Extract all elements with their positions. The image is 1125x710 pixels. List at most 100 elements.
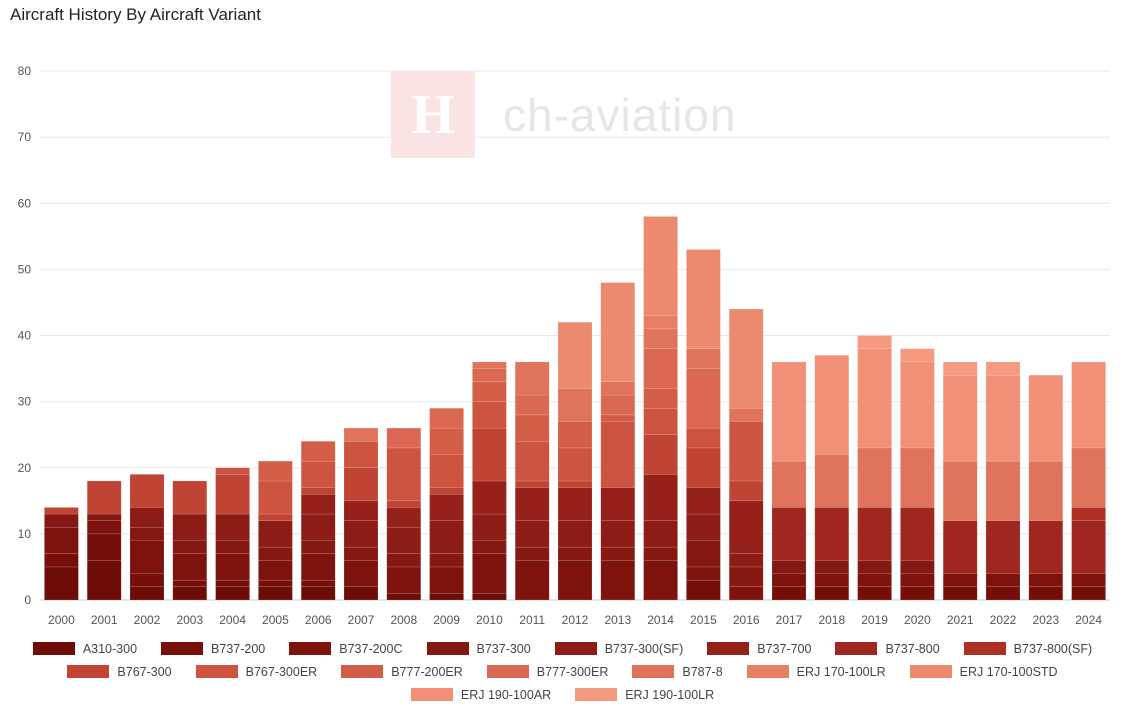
bar-segment[interactable]: B737-300(SF) 2009: 5 bbox=[429, 520, 464, 554]
bar-segment[interactable]: B737-800 2023: 8 bbox=[1028, 520, 1064, 574]
bar-segment[interactable]: ERJ 170-100STD 2015: 15 bbox=[686, 249, 721, 349]
bar-segment[interactable]: B767-300ER 2009: 5 bbox=[429, 454, 464, 488]
bar-segment[interactable]: B737-200 2015: 3 bbox=[686, 579, 721, 601]
bar-segment[interactable]: B777-300ER 2014: 6 bbox=[643, 348, 678, 389]
bar-segment[interactable]: B737-300 2006: 2 bbox=[300, 540, 336, 554]
legend-item[interactable]: ERJ 170-100LR bbox=[746, 663, 886, 680]
bar-segment[interactable]: B737-200C 2006: 4 bbox=[300, 553, 336, 581]
bar-segment[interactable]: ERJ 190-100AR 2021: 13 bbox=[942, 374, 978, 462]
bar-segment[interactable]: B737-200 2003: 1 bbox=[172, 579, 208, 588]
bar-segment[interactable]: B737-200C 2001: 2 bbox=[86, 520, 122, 535]
bar-segment[interactable]: B767-300 2010: 8 bbox=[472, 427, 507, 482]
bar-segment[interactable]: B767-300 2009: 1 bbox=[429, 487, 464, 495]
bar-segment[interactable]: B787-8 2015: 3 bbox=[686, 348, 721, 369]
bar-segment[interactable]: B767-300ER 2012: 5 bbox=[557, 447, 593, 482]
bar-segment[interactable]: ERJ 190-100LR 2019: 2 bbox=[857, 335, 892, 349]
bar-segment[interactable]: B767-300 2011: 1 bbox=[514, 480, 550, 488]
bar-segment[interactable]: A310-300 2003: 2 bbox=[172, 586, 208, 601]
bar-segment[interactable]: B737-200C 2014: 6 bbox=[643, 560, 678, 601]
bar-segment[interactable]: B737-300 2002: 2 bbox=[129, 527, 165, 541]
bar-segment[interactable]: B777-200ER 2011: 4 bbox=[514, 414, 550, 442]
bar-segment[interactable]: ERJ 170-100STD 2014: 15 bbox=[643, 216, 678, 316]
bar-segment[interactable]: B737-700 2016: 8 bbox=[728, 500, 764, 554]
legend-item[interactable]: B767-300ER bbox=[195, 663, 317, 680]
bar-segment[interactable]: B787-8 2016: 2 bbox=[728, 407, 764, 422]
bar-segment[interactable]: B777-200ER 2005: 3 bbox=[258, 460, 293, 482]
bar-segment[interactable]: B737-800 2024: 8 bbox=[1071, 520, 1106, 574]
bar-segment[interactable]: A310-300 2009: 1 bbox=[429, 593, 464, 601]
bar-segment[interactable]: B737-700 2010: 5 bbox=[472, 480, 507, 515]
bar-segment[interactable]: B737-300(SF) 2013: 4 bbox=[600, 520, 636, 548]
bar-segment[interactable]: B737-700 2007: 3 bbox=[343, 500, 379, 521]
bar-segment[interactable]: B737-300(SF) 2016: 2 bbox=[728, 553, 764, 568]
bar-segment[interactable]: B767-300 2014: 6 bbox=[643, 434, 678, 475]
bar-segment[interactable]: B787-8 2023: 9 bbox=[1028, 460, 1064, 521]
bar-segment[interactable]: B737-300(SF) 2005: 4 bbox=[258, 520, 293, 548]
bar-segment[interactable]: B787-8 2017: 7 bbox=[771, 460, 807, 508]
bar-segment[interactable]: B777-300ER 2010: 2 bbox=[472, 368, 507, 383]
legend-item[interactable]: ERJ 190-100LR bbox=[575, 686, 714, 703]
bar-segment[interactable]: B787-8 2011: 5 bbox=[514, 361, 550, 396]
bar-segment[interactable]: B737-200 2017: 2 bbox=[771, 586, 807, 601]
bar-segment[interactable]: B737-700 2009: 4 bbox=[429, 493, 464, 521]
bar-segment[interactable]: B737-200C 2008: 4 bbox=[386, 566, 422, 594]
bar-segment[interactable]: B737-300(SF) 2008: 4 bbox=[386, 527, 422, 554]
bar-segment[interactable]: B787-8 2024: 9 bbox=[1071, 447, 1106, 508]
bar-segment[interactable]: A310-300 2004: 2 bbox=[215, 586, 250, 601]
bar-segment[interactable]: B767-300ER 2013: 10 bbox=[600, 421, 636, 488]
bar-segment[interactable]: B737-300 2011: 2 bbox=[514, 546, 550, 561]
bar-segment[interactable]: B737-300 2005: 2 bbox=[258, 546, 293, 561]
bar-segment[interactable]: B737-700 2006: 3 bbox=[300, 493, 336, 515]
bar-segment[interactable]: B777-300ER 2008: 3 bbox=[386, 427, 422, 449]
bar-segment[interactable]: B767-300ER 2011: 6 bbox=[514, 441, 550, 482]
bar-segment[interactable]: B777-300ER 2009: 3 bbox=[429, 407, 464, 429]
bar-segment[interactable]: A310-300 2006: 2 bbox=[300, 586, 336, 601]
bar-segment[interactable]: B767-300ER 2016: 9 bbox=[728, 421, 764, 482]
bar-segment[interactable]: B737-700 2011: 5 bbox=[514, 487, 550, 521]
legend-item[interactable]: B737-200 bbox=[161, 640, 265, 657]
bar-segment[interactable]: B787-8 2021: 9 bbox=[942, 460, 978, 521]
bar-segment[interactable]: B737-800 2018: 8 bbox=[814, 507, 850, 561]
bar-segment[interactable]: B737-300 2020: 2 bbox=[900, 560, 935, 574]
bar-segment[interactable]: B737-200C 2012: 6 bbox=[557, 560, 593, 601]
legend-item[interactable]: ERJ 190-100AR bbox=[410, 686, 551, 703]
bar-segment[interactable]: B737-300(SF) 2012: 4 bbox=[557, 520, 593, 548]
bar-segment[interactable]: B737-300(SF) 2004: 4 bbox=[215, 513, 250, 541]
bar-segment[interactable]: B737-300 2013: 2 bbox=[600, 546, 636, 561]
bar-segment[interactable]: B767-300 2004: 6 bbox=[215, 474, 250, 515]
bar-segment[interactable]: B737-200 2018: 2 bbox=[814, 586, 850, 601]
legend-item[interactable]: B737-800 bbox=[835, 640, 940, 657]
bar-segment[interactable]: B737-300(SF) 2014: 4 bbox=[643, 520, 678, 548]
bar-segment[interactable]: B767-300 2007: 5 bbox=[343, 467, 379, 502]
bar-segment[interactable]: B767-300ER 2008: 8 bbox=[386, 447, 422, 502]
bar-segment[interactable]: B737-200 2001: 4 bbox=[86, 533, 122, 561]
bar-segment[interactable]: B737-200C 2013: 6 bbox=[600, 560, 636, 601]
bar-segment[interactable]: B767-300 2002: 5 bbox=[129, 474, 165, 508]
bar-segment[interactable]: B787-8 2014: 3 bbox=[643, 328, 678, 349]
legend-item[interactable]: B787-8 bbox=[632, 663, 723, 680]
bar-segment[interactable]: B777-200ER 2009: 4 bbox=[429, 427, 464, 455]
bar-segment[interactable]: ERJ 190-100AR 2017: 15 bbox=[771, 361, 807, 462]
bar-segment[interactable]: B777-200ER 2013: 1 bbox=[600, 414, 636, 422]
legend-item[interactable]: B777-300ER bbox=[486, 663, 608, 680]
bar-segment[interactable]: B787-8 2018: 8 bbox=[814, 454, 850, 508]
bar-segment[interactable]: B737-300 2018: 2 bbox=[814, 560, 850, 574]
bar-segment[interactable]: B737-200C 2010: 6 bbox=[472, 553, 507, 594]
bar-segment[interactable]: B767-300 2000: 1 bbox=[44, 507, 79, 515]
bar-segment[interactable]: B737-700 2015: 4 bbox=[686, 487, 721, 515]
bar-segment[interactable]: B737-200C 2020: 2 bbox=[900, 573, 935, 588]
bar-segment[interactable]: ERJ 190-100AR 2020: 13 bbox=[900, 361, 935, 449]
bar-segment[interactable]: B737-200C 2023: 2 bbox=[1028, 573, 1064, 588]
bar-segment[interactable]: B737-200C 2007: 4 bbox=[343, 560, 379, 588]
bar-segment[interactable]: B787-8 2022: 9 bbox=[985, 460, 1021, 521]
bar-segment[interactable]: B737-200C 2004: 4 bbox=[215, 553, 250, 581]
bar-segment[interactable]: B737-800 2022: 8 bbox=[985, 520, 1021, 574]
bar-segment[interactable]: B787-8 2010: 1 bbox=[472, 361, 507, 369]
bar-segment[interactable]: B767-300ER 2006: 4 bbox=[300, 460, 336, 488]
bar-segment[interactable]: B737-300 2010: 2 bbox=[472, 540, 507, 554]
bar-segment[interactable]: B737-200 2002: 2 bbox=[129, 573, 165, 588]
bar-segment[interactable]: B737-700 2014: 7 bbox=[643, 474, 678, 521]
bar-segment[interactable]: B737-300 2012: 2 bbox=[557, 546, 593, 561]
bar-segment[interactable]: B737-300 2004: 2 bbox=[215, 540, 250, 554]
bar-segment[interactable]: B737-200C 2011: 6 bbox=[514, 560, 550, 601]
